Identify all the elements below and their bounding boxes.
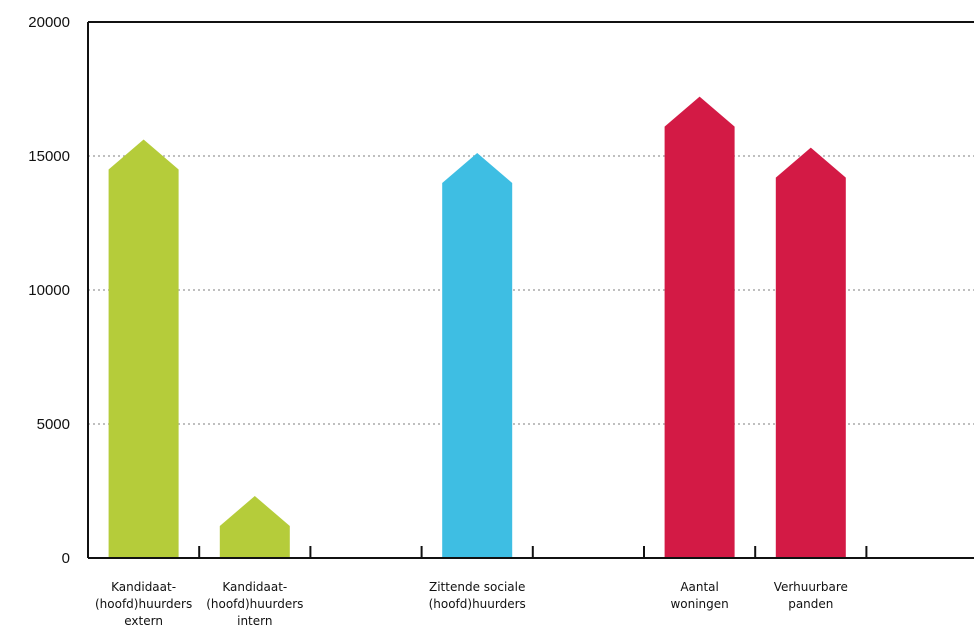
category-label-line: Verhuurbare xyxy=(774,580,848,594)
category-label-line: (hoofd)huurders xyxy=(95,597,192,611)
category-label: Kandidaat- (hoofd)huurders extern xyxy=(95,580,192,628)
category-label: Zittende sociale (hoofd)huurders xyxy=(429,580,526,611)
category-label-line: panden xyxy=(788,597,833,611)
y-tick-label: 5000 xyxy=(37,416,70,433)
category-label-line: Zittende sociale xyxy=(429,580,525,594)
category-label-line: intern xyxy=(237,614,272,628)
y-tick-label: 15000 xyxy=(28,148,70,165)
category-label-line: woningen xyxy=(670,597,728,611)
y-tick-label: 0 xyxy=(62,550,70,567)
bar xyxy=(664,96,735,559)
category-label-line: Aantal xyxy=(680,580,719,594)
category-label-line: (hoofd)huurders xyxy=(206,597,303,611)
bar xyxy=(775,147,846,558)
bar xyxy=(442,152,513,558)
category-label-line: Kandidaat- xyxy=(222,580,287,594)
category-label-line: extern xyxy=(124,614,163,628)
category-label: Kandidaat- (hoofd)huurders intern xyxy=(206,580,303,628)
y-tick-label: 20000 xyxy=(28,14,70,31)
category-label: Verhuurbare panden xyxy=(774,580,848,611)
category-label: Aantal woningen xyxy=(670,580,728,611)
axes xyxy=(87,21,974,559)
bar xyxy=(219,496,290,558)
category-label-line: Kandidaat- xyxy=(111,580,176,594)
y-tick-label: 10000 xyxy=(28,282,70,299)
y-tick-labels: 0 5000 10000 15000 20000 xyxy=(28,14,70,567)
category-labels: Kandidaat-(hoofd)huurders externKandidaat… xyxy=(95,580,848,628)
category-label-line: (hoofd)huurders xyxy=(429,597,526,611)
bar xyxy=(108,139,179,558)
bars xyxy=(108,96,846,559)
